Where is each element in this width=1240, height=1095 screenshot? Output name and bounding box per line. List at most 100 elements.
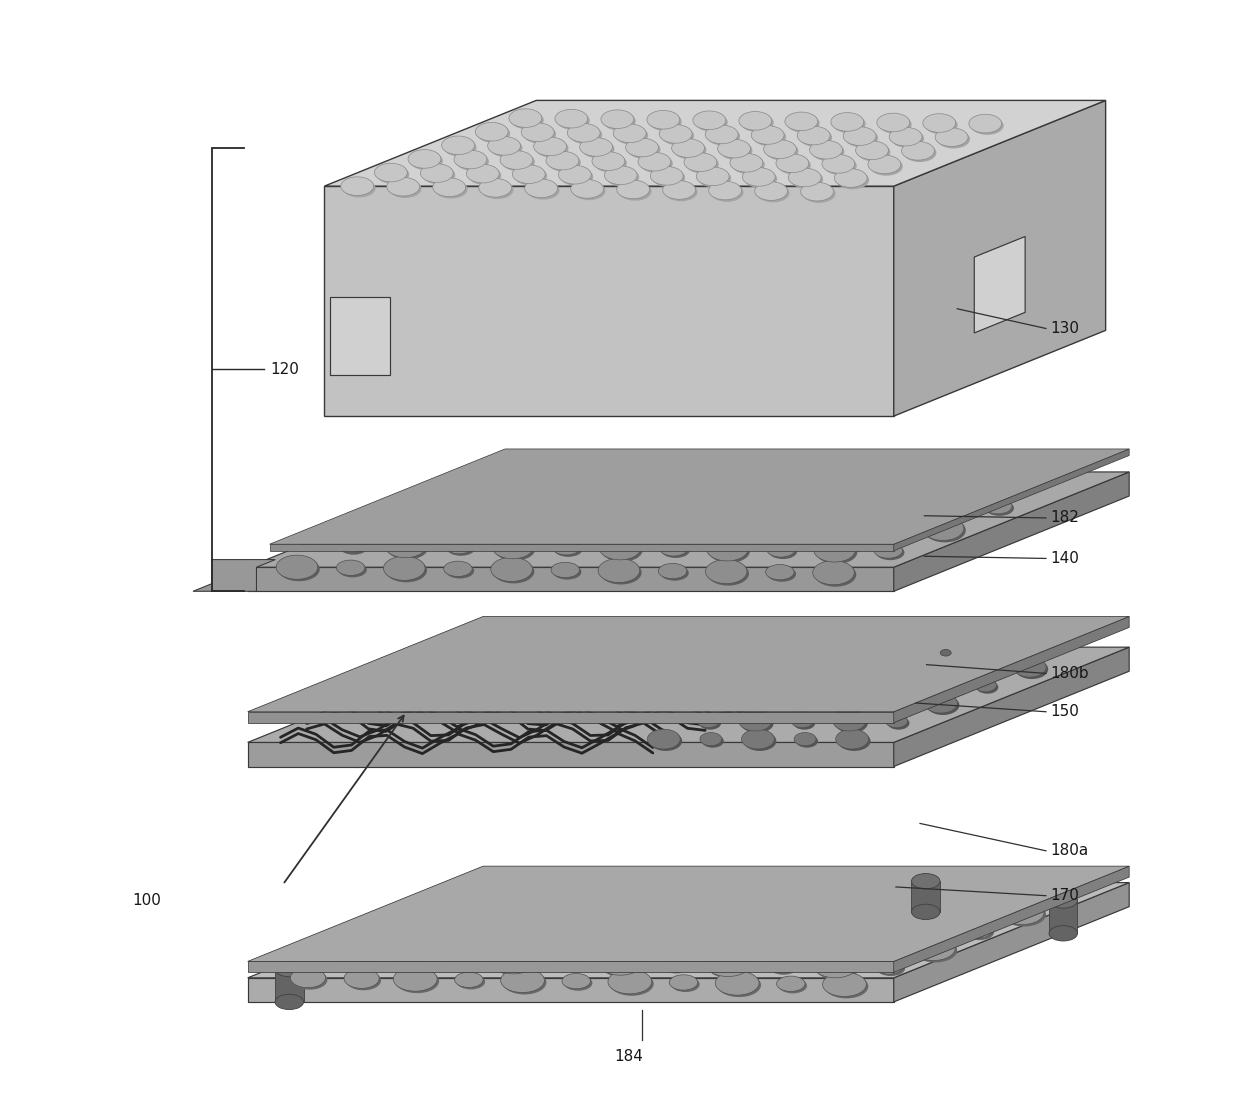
Ellipse shape: [877, 497, 905, 512]
Ellipse shape: [972, 660, 993, 673]
Ellipse shape: [614, 124, 646, 142]
Ellipse shape: [806, 937, 849, 961]
Ellipse shape: [383, 556, 425, 580]
Polygon shape: [975, 237, 1025, 333]
Ellipse shape: [878, 660, 899, 673]
Ellipse shape: [546, 151, 579, 170]
Ellipse shape: [387, 535, 428, 560]
Text: 100: 100: [133, 892, 161, 908]
Ellipse shape: [921, 676, 955, 695]
Ellipse shape: [739, 712, 771, 731]
Ellipse shape: [888, 716, 909, 729]
Ellipse shape: [875, 545, 904, 561]
Ellipse shape: [904, 920, 947, 944]
Ellipse shape: [904, 143, 936, 162]
Ellipse shape: [445, 954, 474, 969]
Ellipse shape: [502, 970, 547, 994]
Ellipse shape: [525, 180, 558, 198]
Ellipse shape: [342, 178, 376, 197]
Ellipse shape: [661, 127, 694, 146]
Ellipse shape: [601, 491, 644, 515]
Polygon shape: [248, 647, 1130, 742]
Ellipse shape: [626, 138, 658, 157]
Ellipse shape: [847, 903, 875, 919]
Ellipse shape: [1016, 659, 1048, 679]
Ellipse shape: [699, 936, 743, 960]
Ellipse shape: [740, 713, 774, 733]
Ellipse shape: [719, 141, 753, 160]
Ellipse shape: [551, 563, 579, 578]
Ellipse shape: [652, 169, 686, 187]
Ellipse shape: [480, 917, 515, 936]
Polygon shape: [269, 449, 1130, 544]
Ellipse shape: [492, 560, 534, 584]
Ellipse shape: [386, 558, 427, 583]
Ellipse shape: [661, 543, 689, 558]
Ellipse shape: [836, 729, 868, 749]
Ellipse shape: [444, 138, 476, 157]
Ellipse shape: [293, 970, 327, 990]
Polygon shape: [193, 560, 275, 591]
Ellipse shape: [678, 897, 722, 921]
Ellipse shape: [925, 693, 957, 713]
Ellipse shape: [446, 493, 475, 508]
Ellipse shape: [699, 733, 722, 746]
Ellipse shape: [454, 150, 487, 169]
Ellipse shape: [709, 492, 750, 516]
Ellipse shape: [765, 142, 799, 161]
Ellipse shape: [470, 898, 505, 918]
Ellipse shape: [708, 515, 749, 539]
Ellipse shape: [477, 914, 512, 934]
Ellipse shape: [828, 676, 861, 695]
Ellipse shape: [546, 938, 574, 954]
Polygon shape: [894, 866, 1130, 972]
Ellipse shape: [825, 975, 868, 999]
Polygon shape: [790, 498, 832, 531]
Ellipse shape: [699, 716, 722, 729]
Ellipse shape: [610, 971, 653, 995]
Ellipse shape: [831, 113, 864, 131]
Ellipse shape: [816, 540, 857, 564]
Ellipse shape: [744, 731, 776, 751]
Ellipse shape: [963, 923, 992, 938]
Ellipse shape: [843, 127, 877, 146]
Ellipse shape: [641, 919, 670, 934]
Ellipse shape: [564, 976, 593, 991]
Ellipse shape: [937, 130, 970, 149]
Ellipse shape: [396, 969, 439, 993]
Ellipse shape: [647, 729, 681, 749]
Ellipse shape: [816, 493, 858, 517]
Ellipse shape: [776, 154, 808, 173]
Ellipse shape: [801, 183, 833, 201]
Ellipse shape: [739, 901, 768, 917]
Ellipse shape: [764, 140, 796, 159]
Ellipse shape: [579, 138, 613, 157]
Ellipse shape: [671, 977, 699, 992]
Ellipse shape: [548, 153, 580, 172]
Ellipse shape: [487, 137, 521, 155]
Ellipse shape: [423, 165, 455, 184]
Ellipse shape: [681, 899, 724, 923]
Ellipse shape: [770, 521, 799, 537]
Ellipse shape: [502, 152, 534, 171]
Ellipse shape: [448, 518, 476, 533]
Ellipse shape: [639, 152, 671, 171]
Ellipse shape: [449, 495, 477, 510]
Ellipse shape: [1002, 902, 1047, 926]
Ellipse shape: [924, 494, 965, 518]
Ellipse shape: [971, 116, 1003, 135]
Ellipse shape: [976, 681, 998, 694]
Ellipse shape: [882, 681, 904, 694]
Ellipse shape: [709, 516, 751, 540]
Ellipse shape: [615, 126, 649, 145]
Polygon shape: [325, 101, 1106, 186]
Ellipse shape: [687, 915, 732, 940]
Ellipse shape: [768, 566, 796, 581]
Ellipse shape: [838, 731, 870, 751]
Ellipse shape: [697, 934, 740, 958]
Text: 180a: 180a: [1050, 843, 1089, 858]
Ellipse shape: [658, 564, 687, 578]
Ellipse shape: [751, 126, 784, 145]
Polygon shape: [894, 101, 1106, 416]
Ellipse shape: [925, 496, 967, 520]
